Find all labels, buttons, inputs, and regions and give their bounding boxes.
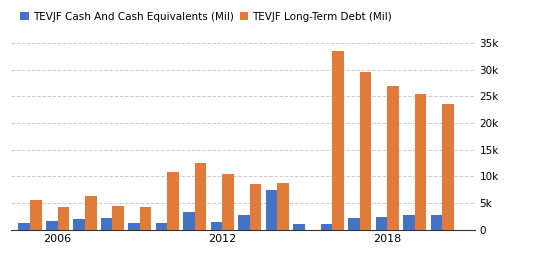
Bar	[376, 217, 387, 230]
Bar	[58, 207, 69, 230]
Bar	[101, 218, 112, 230]
Bar	[387, 86, 399, 230]
Bar	[211, 222, 222, 230]
Bar	[293, 224, 305, 230]
Bar	[332, 51, 344, 230]
Bar	[278, 183, 289, 230]
Bar	[431, 215, 442, 230]
Bar	[73, 219, 85, 230]
Bar	[250, 184, 261, 230]
Bar	[266, 190, 278, 230]
Bar	[30, 200, 42, 230]
Bar	[184, 212, 195, 230]
Bar	[18, 223, 30, 230]
Bar	[167, 172, 179, 230]
Bar	[222, 174, 234, 230]
Bar	[360, 72, 372, 230]
Bar	[46, 221, 58, 230]
Bar	[112, 205, 124, 230]
Bar	[156, 223, 167, 230]
Bar	[195, 163, 206, 230]
Bar	[321, 224, 332, 230]
Bar	[403, 215, 415, 229]
Bar	[348, 218, 360, 230]
Bar	[129, 222, 140, 230]
Bar	[85, 197, 97, 230]
Bar	[415, 94, 426, 230]
Bar	[442, 104, 454, 230]
Bar	[140, 207, 152, 230]
Bar	[238, 215, 250, 229]
Legend: TEVJF Cash And Cash Equivalents (Mil), TEVJF Long-Term Debt (Mil): TEVJF Cash And Cash Equivalents (Mil), T…	[16, 7, 396, 26]
